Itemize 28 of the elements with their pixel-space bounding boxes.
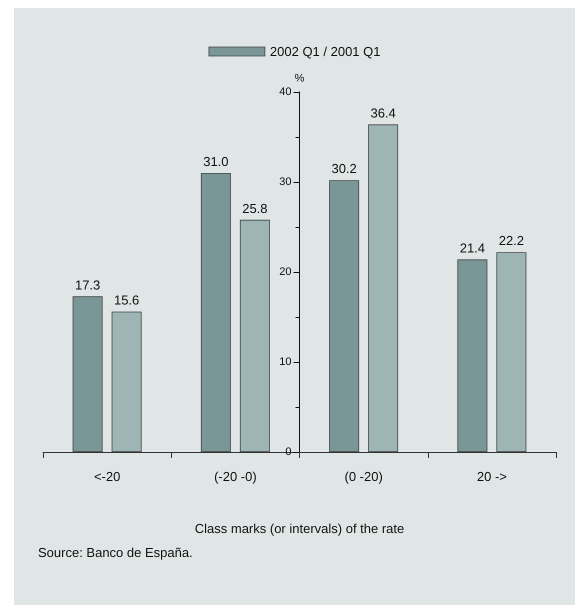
data-label: 36.4 (370, 105, 396, 120)
x-axis-title: Class marks (or intervals) of the rate (194, 521, 404, 536)
y-tick-label: 10 (279, 356, 292, 368)
y-tick-label: 40 (279, 86, 292, 98)
x-tick-label: 20 -> (476, 469, 507, 484)
data-label: 30.2 (331, 161, 357, 176)
data-label: 31.0 (203, 154, 229, 169)
bar (496, 252, 526, 452)
bar (112, 312, 142, 452)
x-tick-label: (0 -20) (344, 469, 383, 484)
data-label: 15.6 (114, 292, 140, 308)
y-tick-label: 20 (279, 266, 292, 278)
bar (72, 296, 103, 452)
bar (329, 180, 360, 452)
data-label: 25.8 (242, 200, 268, 216)
bar (200, 173, 231, 452)
bar (240, 220, 270, 452)
y-tick-label: 30 (279, 176, 292, 188)
bar (457, 259, 488, 452)
data-label: 22.2 (498, 233, 524, 248)
bar (368, 124, 398, 452)
x-tick-label: (-20 -0) (214, 469, 257, 484)
source-note: Source: Banco de España. (38, 545, 193, 560)
y-axis-title: % (294, 72, 305, 84)
data-label: 17.3 (74, 277, 100, 292)
x-tick-label: <-20 (94, 469, 120, 484)
legend-label: 2002 Q1 / 2001 Q1 (270, 44, 380, 59)
data-label: 21.4 (460, 240, 486, 256)
